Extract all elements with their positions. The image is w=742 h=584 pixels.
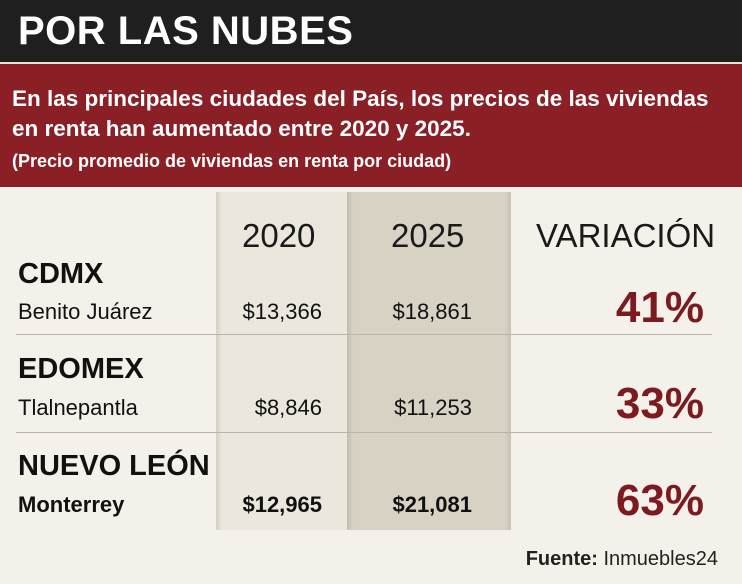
subtitle-banner	[0, 64, 742, 187]
title-divider	[0, 62, 742, 64]
column-2020-shade	[216, 192, 347, 530]
row-city-tlalnepantla: Tlalnepantla	[18, 395, 138, 420]
source-label: Fuente:	[525, 548, 598, 570]
row-variation: 33%	[615, 379, 704, 428]
row-value-2025: $11,253	[394, 395, 472, 420]
column-header-2020: 2020	[242, 217, 316, 254]
row-city-monterrey: Monterrey	[18, 492, 125, 517]
subtitle-note: (Precio promedio de viviendas en renta p…	[12, 151, 452, 171]
row-divider	[16, 432, 712, 433]
row-state-edomex: EDOMEX	[18, 353, 144, 385]
source-credit: Fuente: Inmuebles24	[526, 545, 718, 573]
row-state-nuevo-leon: NUEVO LEÓN	[18, 450, 210, 482]
row-value-2020: $12,965	[242, 492, 322, 517]
row-value-2020: $13,366	[242, 299, 322, 324]
row-variation: 41%	[615, 283, 704, 332]
row-divider	[16, 334, 712, 335]
row-city-benito-juarez: Benito Juárez	[18, 299, 153, 324]
row-variation: 63%	[615, 476, 704, 525]
row-state-cdmx: CDMX	[18, 258, 104, 290]
column-2025-shade	[347, 192, 511, 530]
column-header-2025: 2025	[391, 217, 465, 254]
page-title: POR LAS NUBES	[18, 9, 354, 53]
row-value-2025: $21,081	[392, 492, 472, 517]
title-bar	[0, 0, 742, 62]
source-value: Inmuebles24	[603, 548, 718, 570]
row-value-2020: $8,846	[254, 395, 322, 420]
subtitle: En las principales ciudades del País, lo…	[12, 86, 709, 141]
column-header-variation: VARIACIÓN	[536, 217, 716, 254]
row-value-2025: $18,861	[392, 299, 472, 324]
